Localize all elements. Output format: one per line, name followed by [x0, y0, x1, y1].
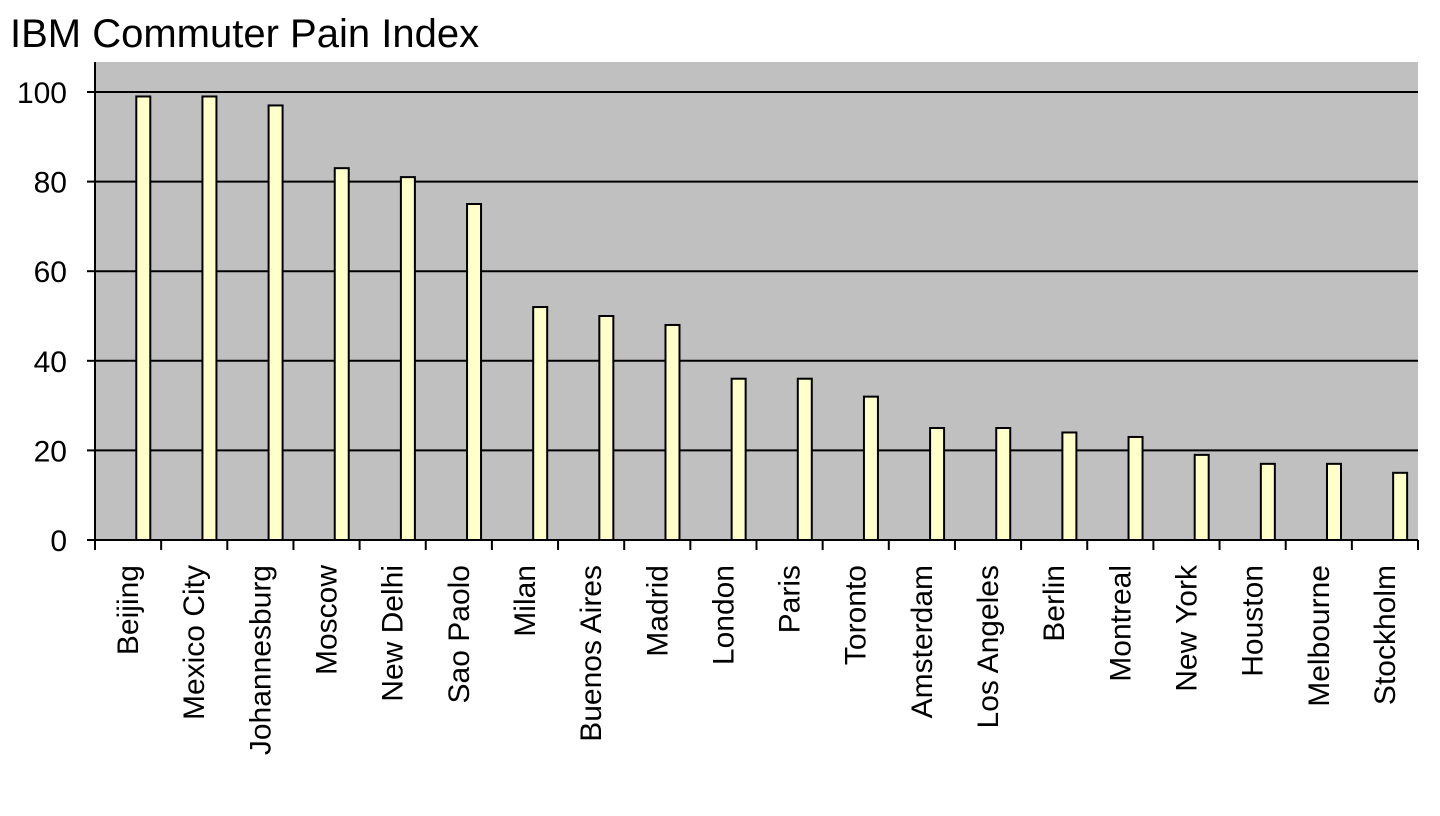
x-tick-label: London [707, 565, 740, 665]
bar-mexico-city [201, 95, 218, 541]
x-tick-label: Berlin [1038, 565, 1071, 642]
bar-new-york [1193, 453, 1210, 542]
x-tick-label: Sao Paolo [443, 565, 476, 703]
x-tick-label: Montreal [1104, 565, 1137, 682]
bar-paris [796, 377, 813, 541]
x-tick-label: Madrid [641, 565, 674, 657]
bar-london [730, 377, 747, 541]
x-tick-label: Milan [509, 565, 542, 637]
x-tick-label: Buenos Aires [575, 565, 608, 742]
bar-los-angeles [995, 427, 1012, 541]
x-tick-label: Moscow [311, 565, 344, 675]
y-tick-label: 40 [34, 346, 67, 379]
bar-houston [1259, 462, 1276, 541]
x-tick-label: Toronto [840, 565, 873, 665]
x-tick-label: Paris [774, 565, 807, 633]
bar-buenos-aires [598, 315, 615, 541]
x-tick-label: Los Angeles [972, 565, 1005, 728]
bar-beijing [135, 95, 152, 541]
x-tick-label: Houston [1237, 565, 1270, 677]
bar-milan [532, 306, 549, 542]
bar-stockholm [1392, 471, 1409, 541]
bar-toronto [862, 395, 879, 542]
bar-johannesburg [267, 104, 284, 541]
x-tick-label: Mexico City [178, 565, 211, 720]
x-tick-label: Johannesburg [244, 565, 277, 755]
y-tick-label: 0 [50, 525, 67, 558]
bar-berlin [1061, 431, 1078, 542]
chart-title: IBM Commuter Pain Index [10, 12, 480, 56]
x-tick-label: New York [1170, 564, 1203, 692]
bar-moscow [333, 167, 350, 541]
x-tick-label: Amsterdam [906, 565, 939, 718]
x-tick-label: Stockholm [1369, 565, 1402, 705]
y-axis-ticks: 0 20 40 60 80 100 [17, 77, 95, 558]
y-tick-label: 80 [34, 167, 67, 200]
x-tick-label: Melbourne [1303, 565, 1336, 707]
bar-sao-paolo [466, 203, 483, 541]
bar-montreal [1127, 435, 1144, 541]
bar-madrid [664, 323, 681, 541]
bar-melbourne [1325, 462, 1342, 541]
x-axis-ticks: Beijing Mexico City Johannesburg Moscow New … [94, 540, 1419, 755]
bar-new-delhi [399, 176, 416, 541]
gridlines [95, 91, 1418, 452]
x-tick-label: Beijing [112, 565, 145, 655]
y-tick-label: 60 [34, 256, 67, 289]
x-tick-label: New Delhi [377, 565, 410, 702]
y-tick-label: 100 [17, 77, 67, 110]
plot-area [95, 62, 1418, 540]
y-tick-label: 20 [34, 435, 67, 468]
bar-amsterdam [929, 427, 946, 541]
